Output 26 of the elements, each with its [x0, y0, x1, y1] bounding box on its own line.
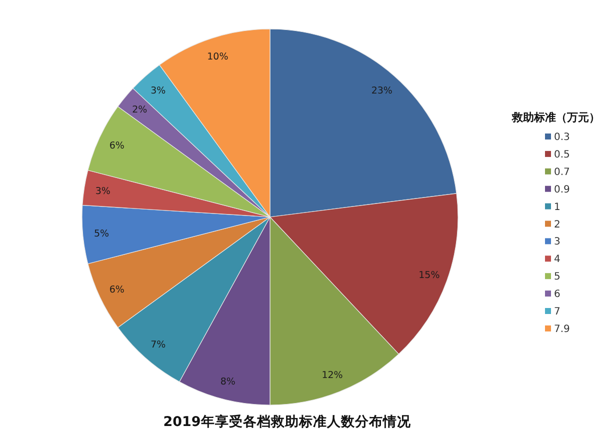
data-label: 10%	[207, 52, 228, 63]
legend-label: 7.9	[554, 324, 570, 335]
legend-label: 6	[554, 289, 560, 300]
legend-title: 救助标准（万元）	[511, 111, 600, 124]
data-label: 5%	[94, 228, 110, 240]
legend-label: 0.9	[554, 184, 570, 196]
data-label: 12%	[322, 370, 343, 381]
legend-label: 4	[554, 254, 560, 266]
legend-label: 5	[554, 272, 560, 283]
data-label: 3%	[150, 86, 166, 97]
legend-label: 7	[554, 306, 560, 318]
data-label: 15%	[418, 270, 440, 281]
data-label: 6%	[109, 284, 124, 296]
data-label: 6%	[109, 140, 124, 152]
data-label: 3%	[95, 186, 110, 198]
legend-label: 3	[554, 236, 560, 248]
data-label: 2%	[132, 104, 148, 116]
data-label: 8%	[220, 376, 236, 388]
legend-label: 2	[554, 219, 560, 230]
data-label: 23%	[371, 86, 392, 97]
legend-label: 0.7	[554, 166, 570, 178]
legend-label: 0.5	[554, 149, 570, 160]
legend-label: 0.3	[554, 132, 570, 143]
legend-label: 1	[554, 202, 560, 213]
data-label: 7%	[150, 339, 166, 350]
text: 2019年享受各档救助标准人数分布情况	[163, 413, 412, 430]
